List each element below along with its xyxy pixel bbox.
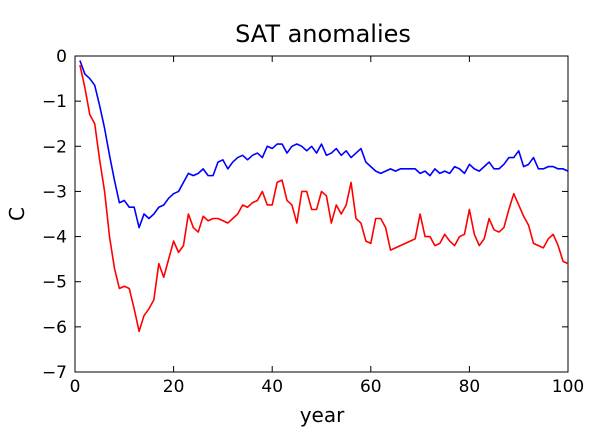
x-axis-ticks: 0 20 40 60 80 100	[70, 56, 584, 397]
chart-title: SAT anomalies	[235, 20, 411, 48]
y-axis-label: C	[5, 207, 29, 221]
x-tick-label: 100	[552, 377, 584, 397]
x-tick-label: 80	[459, 377, 481, 397]
y-tick-label: −1	[42, 92, 67, 112]
y-tick-label: −7	[42, 363, 67, 383]
y-tick-label: −3	[42, 182, 67, 202]
series-line-2	[79, 64, 569, 333]
y-axis-ticks: 0 −1 −2 −3 −4 −5 −6 −7	[42, 47, 568, 383]
y-tick-label: 0	[56, 47, 67, 67]
x-tick-label: 60	[360, 377, 382, 397]
y-tick-label: −2	[42, 137, 67, 157]
x-tick-label: 20	[163, 377, 185, 397]
x-tick-label: 40	[261, 377, 283, 397]
x-axis-label: year	[300, 403, 345, 427]
y-tick-label: −4	[42, 228, 67, 248]
x-tick-label: 0	[70, 377, 81, 397]
series-line-1	[79, 60, 569, 229]
plot-frame	[74, 55, 569, 373]
y-tick-label: −6	[42, 318, 67, 338]
plot-area	[74, 55, 569, 373]
y-tick-label: −5	[42, 273, 67, 293]
